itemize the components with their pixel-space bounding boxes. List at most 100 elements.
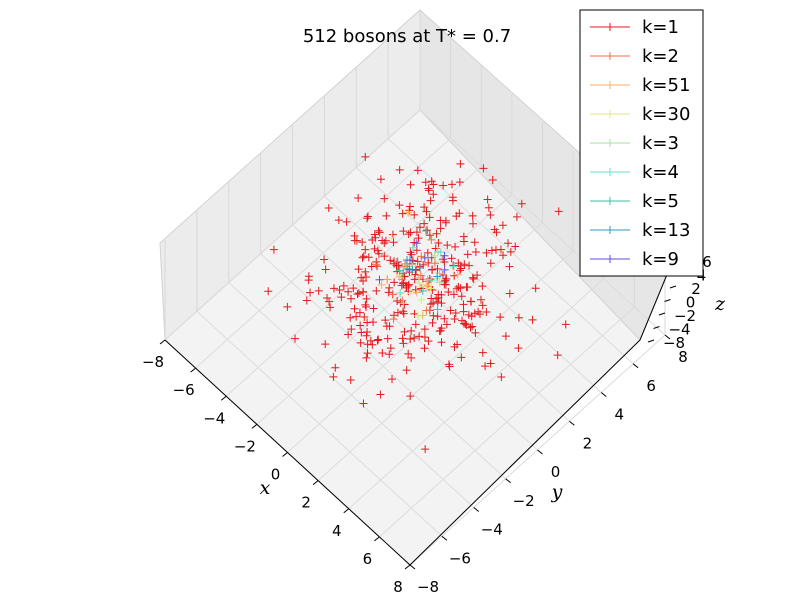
data-point [463,250,472,259]
data-point [350,304,359,313]
y-axis-line [409,339,641,566]
data-point [362,302,371,311]
data-point [478,282,487,291]
data-point [329,284,338,293]
series-k=4 [396,243,458,297]
data-point [488,176,497,185]
data-point [283,302,292,311]
data-point [414,312,423,321]
x-tick [251,423,258,429]
data-point [487,246,496,255]
grid-line [317,250,574,481]
z-tick-label: 2 [691,280,701,298]
data-point [363,349,372,358]
data-point [335,285,344,294]
data-point [426,196,435,205]
series-k=51 [377,208,462,320]
legend-label: k=13 [642,220,690,241]
legend-label: k=3 [642,133,679,154]
data-point [439,255,448,264]
data-point [423,275,432,284]
data-point [478,348,487,357]
data-point [469,275,478,284]
legend-label: k=5 [642,191,679,212]
legend-marker [606,139,614,147]
data-point [428,318,437,327]
data-point [429,311,438,320]
data-point [422,207,431,216]
data-point [291,334,300,343]
x-tick [282,452,288,457]
data-point [438,270,447,279]
data-point [405,265,414,274]
data-point [445,362,454,371]
data-point [382,211,391,220]
data-point [368,340,377,349]
data-point [420,203,429,212]
data-point [405,289,414,298]
data-point [388,290,397,299]
z-tick [653,326,660,329]
x-tick-labels: −8 −6 −4 −2 0 2 4 6 8 [142,339,411,596]
data-point [497,373,506,382]
data-point [436,224,445,233]
data-point [377,280,386,289]
data-point [414,273,423,282]
y-tick-label: −6 [449,549,471,567]
data-point [393,257,402,266]
data-point [484,203,493,212]
data-point [473,271,482,280]
data-point [440,277,449,286]
data-point [326,303,335,312]
legend-marker [606,23,614,31]
data-point [357,273,366,282]
data-point [486,210,495,219]
z-tick-label: −8 [663,334,685,352]
data-point [483,195,492,204]
y-tick [600,392,607,397]
data-point [415,279,424,288]
data-point [454,282,463,291]
data-point [456,284,465,293]
data-point [329,372,338,381]
data-point [420,344,429,353]
data-point [385,350,394,359]
data-point [373,262,382,271]
data-point [401,259,410,268]
data-point [453,270,462,279]
data-point [514,344,523,353]
data-point [408,243,417,252]
data-point [440,314,449,323]
data-point [404,230,413,239]
z-tick-label: 0 [686,294,696,312]
data-point [449,290,458,299]
data-point [386,344,395,353]
data-point [435,278,444,287]
data-point [355,308,364,317]
data-point [425,231,434,240]
y-tick-label: 4 [614,406,624,424]
data-point [423,226,432,235]
data-point [406,248,415,257]
data-point [314,286,323,295]
legend-label: k=2 [642,46,679,67]
data-point [470,238,479,247]
data-point [398,209,407,218]
data-point [399,269,408,278]
data-point [344,330,353,339]
data-point [420,219,429,228]
data-point [324,204,333,213]
data-point [321,340,330,349]
data-point [321,265,330,274]
legend-label: k=1 [642,17,679,38]
z-tick-label: −2 [674,307,696,325]
legend-marker [606,81,614,89]
data-point [444,360,453,369]
data-point [426,284,435,293]
data-point [410,334,419,343]
data-point [354,193,363,202]
y-tick-label: −4 [481,521,503,539]
data-point [402,283,411,292]
z-tick [658,312,666,316]
data-point [425,213,434,222]
